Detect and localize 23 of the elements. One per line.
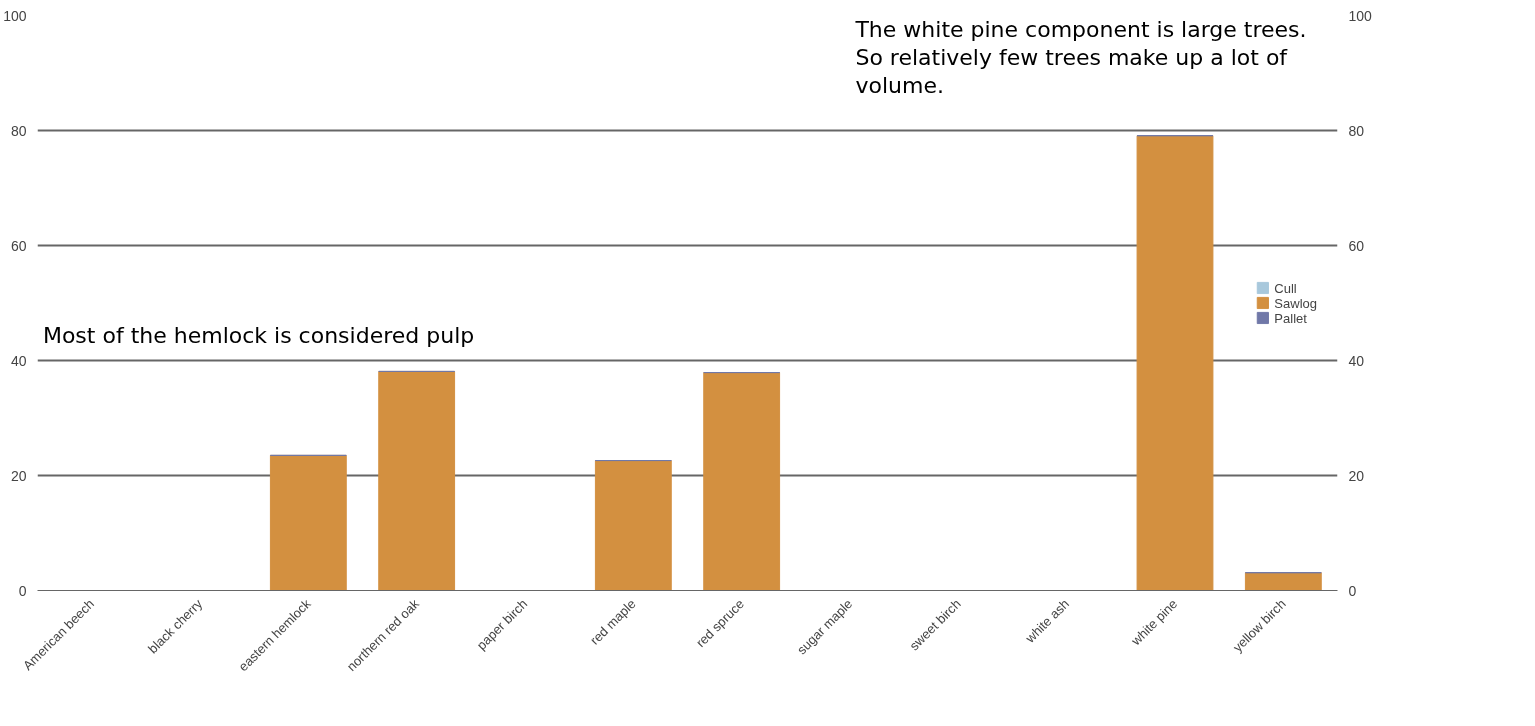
y2-tick-label: 0 [1348,582,1357,599]
y-tick-label: 60 [10,237,27,254]
bar [1244,572,1322,591]
y-tick-label: 100 [3,7,27,24]
y2-tick-label: 60 [1348,237,1365,254]
annotation: The white pine component is large trees. So relatively few trees make up a lot of volume. [854,16,1307,98]
bar [1136,135,1214,591]
bar [269,454,347,591]
y-tick-label: 20 [10,467,27,484]
y-tick-label: 40 [10,352,27,369]
legend-label: Sawlog [1274,295,1317,310]
annotation: Most of the hemlock is considered pulp [42,323,475,349]
legend-label: Pallet [1274,310,1307,325]
y-tick-label: 80 [10,122,27,139]
y-tick-label: 0 [18,582,27,599]
legend-label: Cull [1274,280,1297,295]
y2-tick-label: 100 [1348,7,1373,24]
bar [594,460,672,591]
y2-tick-label: 20 [1348,467,1365,484]
y2-tick-label: 80 [1348,122,1365,139]
bar [378,370,456,591]
y2-tick-label: 40 [1348,352,1365,369]
bar [703,372,781,591]
